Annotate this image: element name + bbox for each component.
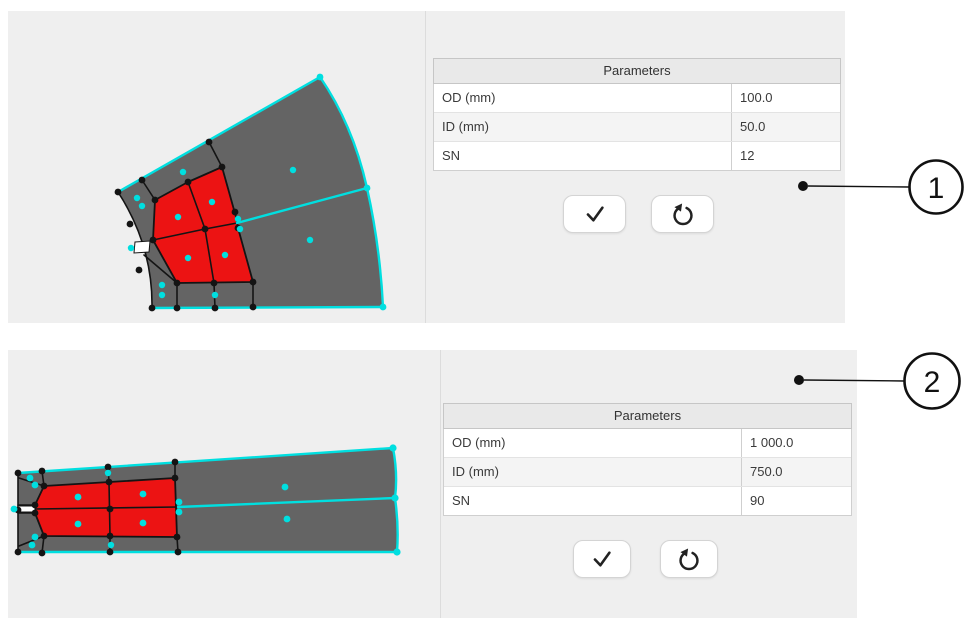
param-label: ID (mm) [444, 458, 742, 486]
selected-cells[interactable] [34, 477, 178, 538]
rotate-ccw-icon [669, 201, 697, 228]
geometry-view-2[interactable] [8, 350, 440, 618]
parameters-table-2: Parameters OD (mm) 1 000.0 ID (mm) 750.0… [443, 403, 852, 516]
callout-balloon [903, 352, 961, 410]
parameters-table-header: Parameters [433, 58, 841, 84]
geometry-view-1[interactable] [8, 11, 425, 323]
reset-button[interactable] [651, 195, 714, 233]
vertex-dots [114, 138, 257, 312]
model-panel-1: Parameters OD (mm) 100.0 ID (mm) 50.0 SN… [8, 11, 845, 323]
param-label: OD (mm) [444, 429, 742, 457]
param-label: SN [434, 142, 732, 170]
param-label: OD (mm) [434, 84, 732, 112]
param-label: SN [444, 487, 742, 515]
parameters-table-header: Parameters [443, 403, 852, 429]
param-label: ID (mm) [434, 113, 732, 141]
table-row: ID (mm) 750.0 [444, 458, 851, 487]
panel-divider [425, 11, 426, 323]
model-panel-2: Parameters OD (mm) 1 000.0 ID (mm) 750.0… [8, 350, 857, 618]
table-row: ID (mm) 50.0 [434, 113, 840, 142]
param-value[interactable]: 100.0 [740, 90, 773, 105]
reset-button[interactable] [660, 540, 718, 578]
rotate-ccw-icon [675, 546, 703, 573]
vertex-dots [14, 458, 182, 557]
check-icon [581, 201, 609, 227]
table-row: OD (mm) 100.0 [434, 84, 840, 113]
callout-number: 2 [924, 366, 941, 399]
param-value[interactable]: 1 000.0 [750, 435, 794, 450]
table-row: OD (mm) 1 000.0 [444, 429, 851, 458]
table-row: SN 90 [444, 487, 851, 515]
param-value[interactable]: 750.0 [750, 464, 783, 479]
panel-divider [440, 350, 441, 618]
parameters-table-1: Parameters OD (mm) 100.0 ID (mm) 50.0 SN… [433, 58, 841, 171]
center-dots [10, 444, 401, 556]
callout-number: 1 [928, 172, 945, 205]
inner-edge-notch [133, 240, 151, 254]
param-value[interactable]: 90 [750, 493, 765, 508]
param-value[interactable]: 50.0 [740, 119, 766, 134]
check-icon [588, 546, 616, 572]
center-dots [127, 73, 387, 311]
table-row: SN 12 [434, 142, 840, 170]
callout-balloon [908, 159, 964, 215]
confirm-button[interactable] [573, 540, 631, 578]
param-value[interactable]: 12 [740, 148, 755, 163]
highlighted-edges [16, 446, 399, 554]
confirm-button[interactable] [563, 195, 626, 233]
